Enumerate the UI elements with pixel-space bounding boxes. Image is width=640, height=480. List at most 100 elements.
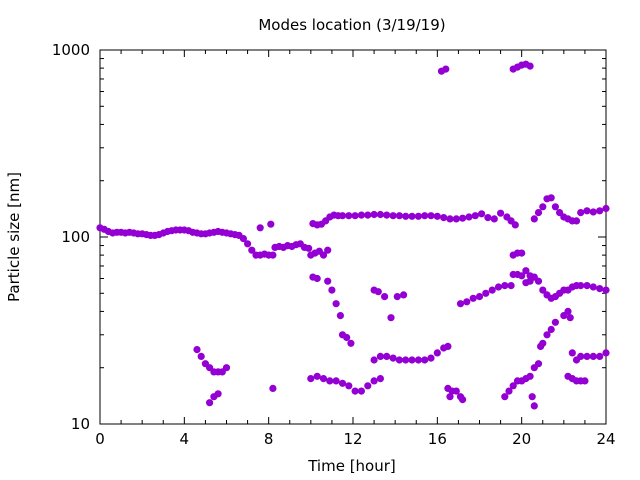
data-point xyxy=(332,300,340,308)
data-point xyxy=(530,273,538,281)
data-point xyxy=(551,318,560,326)
data-point xyxy=(248,246,256,254)
data-point xyxy=(357,387,365,395)
data-point xyxy=(539,203,547,211)
data-point xyxy=(319,251,328,259)
data-point xyxy=(433,212,441,220)
data-point xyxy=(526,62,534,70)
data-point xyxy=(477,210,486,218)
data-point xyxy=(414,356,422,364)
data-point xyxy=(534,277,543,285)
data-point xyxy=(444,342,452,350)
data-point xyxy=(560,311,568,320)
y-axis-label: Particle size [nm] xyxy=(5,172,23,302)
data-point xyxy=(581,377,589,385)
data-point xyxy=(421,212,429,220)
data-point xyxy=(496,209,505,217)
data-point xyxy=(370,210,378,219)
data-point xyxy=(338,212,347,220)
data-point xyxy=(214,390,222,398)
data-point xyxy=(307,374,315,383)
data-point xyxy=(357,211,365,219)
data-point xyxy=(374,288,382,296)
data-point xyxy=(389,354,397,362)
data-point xyxy=(387,314,395,322)
data-point xyxy=(602,349,610,357)
data-point xyxy=(370,356,378,364)
data-point xyxy=(572,217,581,225)
data-point xyxy=(505,387,513,395)
data-point xyxy=(269,251,277,259)
data-point xyxy=(583,352,591,360)
data-point xyxy=(389,212,397,220)
data-point xyxy=(589,208,597,216)
data-point xyxy=(206,399,214,407)
data-point xyxy=(402,212,410,220)
data-point xyxy=(313,274,321,283)
data-point xyxy=(551,203,560,211)
x-tick-label: 12 xyxy=(343,430,362,448)
data-point xyxy=(395,356,403,364)
data-point xyxy=(452,387,460,395)
data-point xyxy=(427,212,435,220)
y-tick-label: 100 xyxy=(61,228,90,246)
y-tick-label: 10 xyxy=(71,415,90,433)
data-point xyxy=(488,286,496,294)
data-point xyxy=(596,207,604,215)
data-point xyxy=(393,292,401,301)
data-point xyxy=(484,214,492,222)
data-point xyxy=(518,249,526,257)
data-point xyxy=(511,221,519,229)
data-point xyxy=(442,65,450,73)
data-point xyxy=(380,292,389,301)
data-point xyxy=(534,360,543,368)
data-point xyxy=(475,292,484,301)
data-point xyxy=(471,212,479,220)
data-point xyxy=(539,339,547,347)
data-point xyxy=(244,240,252,248)
plot-frame xyxy=(99,49,607,425)
y-axis-ticks: 10 100 1000 xyxy=(52,41,606,433)
data-point xyxy=(351,212,359,220)
data-point xyxy=(370,377,378,385)
data-point xyxy=(326,377,334,385)
data-point xyxy=(408,356,416,364)
data-point xyxy=(596,352,604,360)
data-point xyxy=(256,224,264,232)
data-point xyxy=(490,215,498,223)
data-point xyxy=(543,331,551,339)
data-point xyxy=(383,352,391,360)
data-point xyxy=(421,356,429,364)
data-point xyxy=(577,352,585,360)
data-point xyxy=(564,307,572,315)
data-point xyxy=(530,402,538,410)
data-point xyxy=(267,220,275,228)
data-point xyxy=(547,194,555,202)
data-point xyxy=(332,377,340,385)
data-point xyxy=(555,209,564,217)
data-point xyxy=(319,374,328,383)
data-point xyxy=(494,283,503,291)
data-point xyxy=(414,212,422,220)
data-point xyxy=(509,382,517,390)
data-point xyxy=(458,214,467,222)
data-point xyxy=(596,284,604,293)
data-point xyxy=(395,212,403,220)
data-point xyxy=(269,384,277,392)
data-point xyxy=(427,354,435,362)
data-point xyxy=(482,289,490,297)
x-axis-ticks: 0 4 8 12 16 20 24 xyxy=(95,50,616,448)
data-point xyxy=(328,286,336,294)
data-point xyxy=(602,286,610,294)
data-point xyxy=(534,209,543,217)
data-point xyxy=(433,349,441,357)
data-point xyxy=(222,364,231,372)
data-point xyxy=(583,281,591,290)
data-point xyxy=(399,291,408,299)
y-tick-label: 1000 xyxy=(52,41,90,59)
x-tick-label: 0 xyxy=(95,430,105,448)
data-point xyxy=(364,211,372,219)
data-point xyxy=(446,215,454,223)
data-point xyxy=(324,246,332,254)
